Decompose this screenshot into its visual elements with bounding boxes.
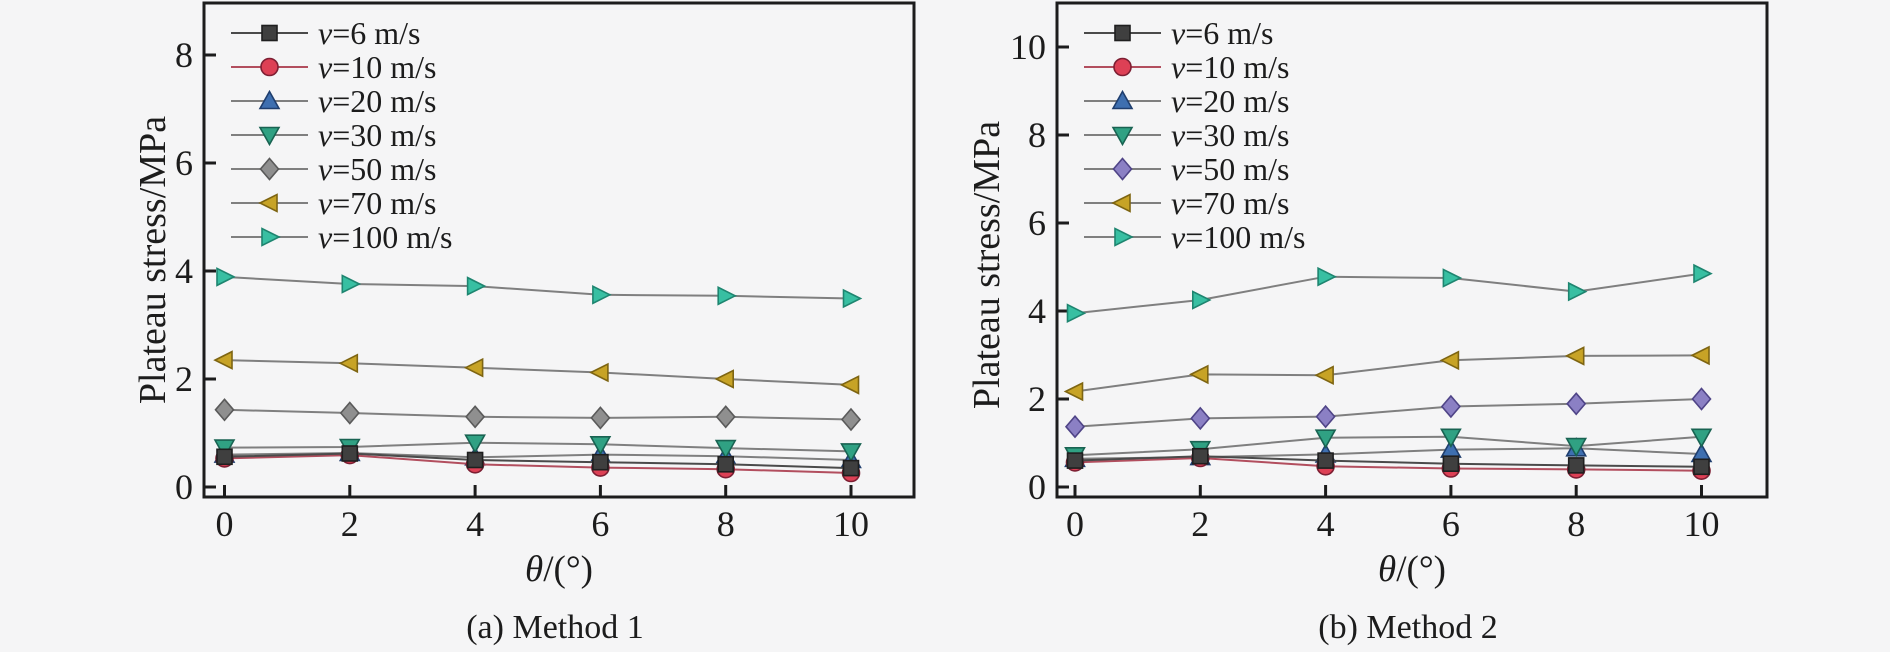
svg-text:0: 0 [175,467,193,507]
svg-text:v=10 m/s: v=10 m/s [1171,49,1289,85]
svg-text:v=6 m/s: v=6 m/s [318,15,420,51]
svg-text:2: 2 [1191,504,1209,544]
svg-text:v=6 m/s: v=6 m/s [1171,15,1273,51]
svg-text:10: 10 [833,504,869,544]
svg-text:10: 10 [1684,504,1720,544]
svg-text:Plateau stress/MPa: Plateau stress/MPa [132,116,174,404]
svg-text:8: 8 [717,504,735,544]
svg-text:v=20 m/s: v=20 m/s [1171,83,1289,119]
svg-text:θ/(°): θ/(°) [1378,549,1446,590]
svg-text:v=50 m/s: v=50 m/s [318,151,436,187]
svg-text:4: 4 [175,251,193,291]
svg-text:v=30 m/s: v=30 m/s [1171,117,1289,153]
svg-text:v=30 m/s: v=30 m/s [318,117,436,153]
svg-text:10: 10 [1010,27,1046,67]
svg-text:Plateau stress/MPa: Plateau stress/MPa [966,121,1008,409]
svg-text:0: 0 [1066,504,1084,544]
svg-text:2: 2 [175,359,193,399]
svg-text:v=70 m/s: v=70 m/s [1171,185,1289,221]
svg-text:v=10 m/s: v=10 m/s [318,49,436,85]
svg-text:4: 4 [466,504,484,544]
svg-text:θ/(°): θ/(°) [525,549,593,590]
svg-text:0: 0 [216,504,234,544]
svg-text:2: 2 [341,504,359,544]
svg-text:6: 6 [591,504,609,544]
svg-text:v=100 m/s: v=100 m/s [318,219,452,255]
svg-text:(a) Method 1: (a) Method 1 [466,609,644,646]
svg-text:4: 4 [1028,291,1046,331]
svg-text:2: 2 [1028,379,1046,419]
svg-text:4: 4 [1317,504,1335,544]
svg-text:8: 8 [175,35,193,75]
svg-text:8: 8 [1567,504,1585,544]
svg-text:v=70 m/s: v=70 m/s [318,185,436,221]
svg-text:v=100 m/s: v=100 m/s [1171,219,1305,255]
svg-text:8: 8 [1028,115,1046,155]
svg-text:6: 6 [1442,504,1460,544]
svg-text:6: 6 [175,143,193,183]
svg-text:6: 6 [1028,203,1046,243]
svg-text:0: 0 [1028,467,1046,507]
svg-text:v=20 m/s: v=20 m/s [318,83,436,119]
svg-text:v=50 m/s: v=50 m/s [1171,151,1289,187]
svg-text:(b) Method 2: (b) Method 2 [1318,609,1497,646]
